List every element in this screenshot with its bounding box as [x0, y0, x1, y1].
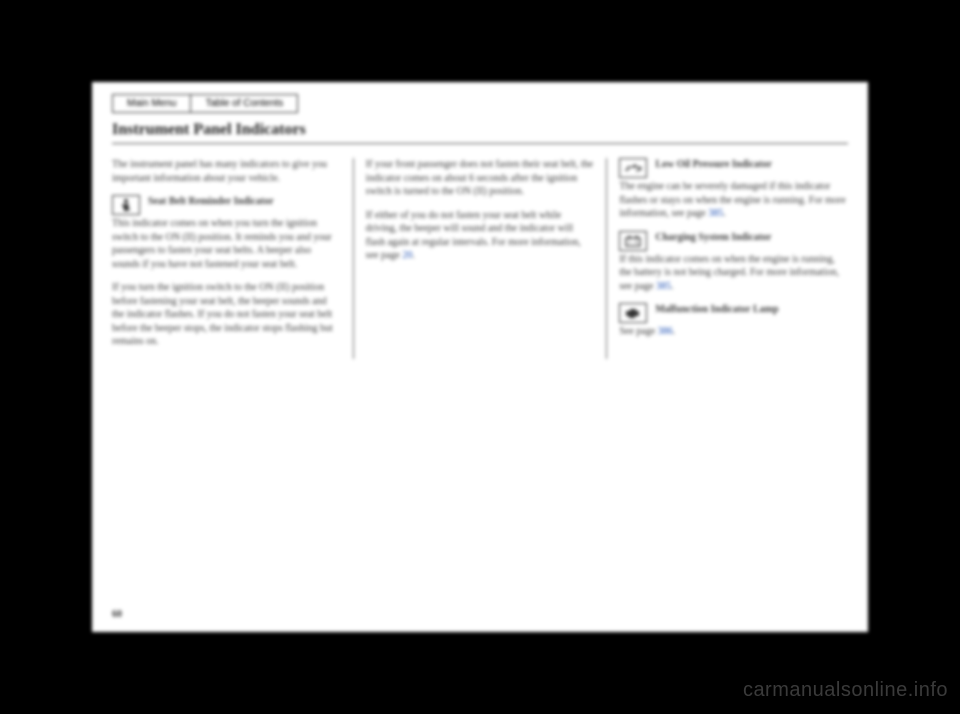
watermark: carmanualsonline.info — [743, 679, 948, 702]
charge-body-a: If this indicator comes on when the engi… — [619, 254, 839, 292]
charge-indicator-block: Charging System Indicator — [619, 231, 848, 251]
charge-body-b: . — [671, 281, 674, 292]
col2-p2b: . — [412, 250, 415, 261]
oil-body-b: . — [723, 208, 726, 219]
nav-buttons: Main Menu Table of Contents — [92, 82, 868, 113]
charge-body: If this indicator comes on when the engi… — [619, 253, 848, 294]
seatbelt-label: Seat Belt Reminder Indicator — [148, 195, 274, 209]
title-rule — [112, 143, 848, 144]
col2-p1: If your front passenger does not fasten … — [366, 158, 595, 199]
charging-system-icon — [619, 231, 647, 251]
col2-p2: If either of you do not fasten your seat… — [366, 209, 595, 263]
page-link-20[interactable]: 20 — [402, 250, 412, 261]
page-link-385a[interactable]: 385 — [708, 208, 723, 219]
malfunction-indicator-icon — [619, 303, 647, 323]
column-1: The instrument panel has many indicators… — [112, 158, 354, 359]
charge-label: Charging System Indicator — [655, 231, 771, 245]
oil-label: Low Oil Pressure Indicator — [655, 158, 772, 172]
page-title: Instrument Panel Indicators — [92, 113, 868, 143]
seatbelt-body: This indicator comes on when you turn th… — [112, 217, 341, 271]
page-number: 60 — [112, 609, 122, 620]
column-3: Low Oil Pressure Indicator The engine ca… — [607, 158, 848, 359]
seatbelt-body-2: If you turn the ignition switch to the O… — [112, 281, 341, 349]
intro-text: The instrument panel has many indicators… — [112, 158, 341, 185]
oil-indicator-block: Low Oil Pressure Indicator — [619, 158, 848, 178]
mil-body: See page 386. — [619, 325, 848, 339]
oil-body: The engine can be severely damaged if th… — [619, 180, 848, 221]
toc-button[interactable]: Table of Contents — [190, 94, 298, 113]
oil-body-a: The engine can be severely damaged if th… — [619, 181, 845, 219]
manual-page: Main Menu Table of Contents Instrument P… — [92, 82, 868, 632]
mil-body-a: See page — [619, 326, 657, 337]
page-link-385b[interactable]: 385 — [656, 281, 671, 292]
content-columns: The instrument panel has many indicators… — [92, 158, 868, 359]
oil-pressure-icon — [619, 158, 647, 178]
mil-indicator-block: Malfunction Indicator Lamp — [619, 303, 848, 323]
column-2: If your front passenger does not fasten … — [354, 158, 608, 359]
seatbelt-indicator-block: Seat Belt Reminder Indicator — [112, 195, 341, 215]
seatbelt-icon — [112, 195, 140, 215]
mil-label: Malfunction Indicator Lamp — [655, 303, 778, 317]
col2-p2a: If either of you do not fasten your seat… — [366, 210, 581, 262]
mil-body-b: . — [673, 326, 676, 337]
page-link-386[interactable]: 386 — [658, 326, 673, 337]
main-menu-button[interactable]: Main Menu — [112, 94, 191, 113]
